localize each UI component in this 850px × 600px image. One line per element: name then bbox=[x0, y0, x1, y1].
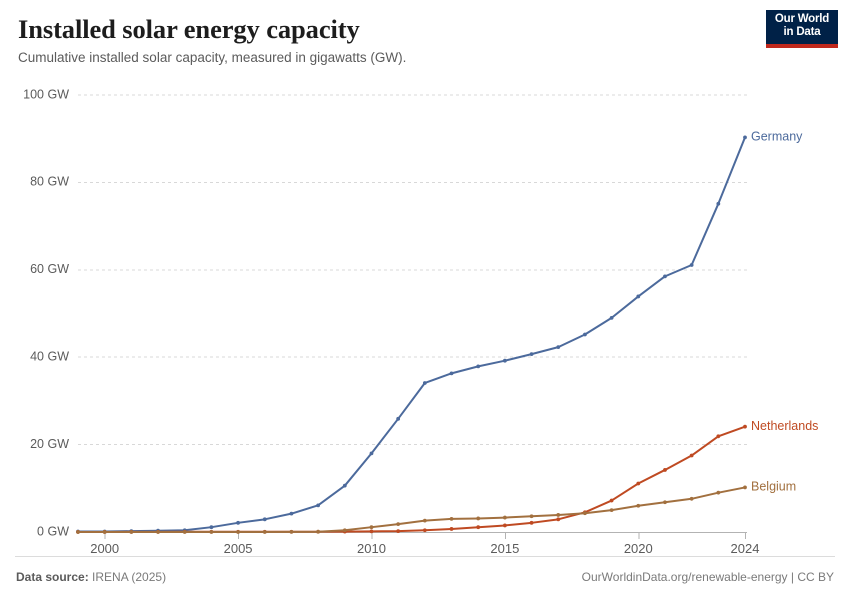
attribution-link[interactable]: OurWorldinData.org/renewable-energy | CC… bbox=[581, 570, 834, 584]
data-point-marker[interactable] bbox=[609, 498, 614, 503]
data-source-value: IRENA (2025) bbox=[88, 570, 167, 584]
data-point-marker[interactable] bbox=[689, 453, 694, 458]
data-point-marker[interactable] bbox=[76, 530, 80, 534]
data-point-marker[interactable] bbox=[716, 201, 721, 206]
y-axis-tick-label: 80 GW bbox=[30, 175, 69, 189]
data-point-marker[interactable] bbox=[609, 315, 614, 320]
data-point-marker[interactable] bbox=[236, 520, 240, 525]
chart-header: Installed solar energy capacity Cumulati… bbox=[0, 0, 850, 78]
data-point-marker[interactable] bbox=[716, 434, 721, 439]
data-point-marker[interactable] bbox=[476, 516, 481, 521]
data-point-marker[interactable] bbox=[262, 530, 267, 534]
series-end-labels: Germany Netherlands Belgium bbox=[751, 130, 818, 494]
line-chart[interactable]: 0 GW 20 GW 40 GW 60 GW 80 GW 100 GW 2000 2005 2… bbox=[0, 78, 850, 556]
logo-line-1: Our World bbox=[774, 13, 830, 25]
series-line-germany[interactable] bbox=[77, 136, 746, 533]
data-point-marker[interactable] bbox=[449, 516, 454, 521]
logo-line-2: in Data bbox=[783, 26, 821, 38]
data-point-marker[interactable] bbox=[102, 530, 107, 534]
data-point-marker[interactable] bbox=[743, 424, 747, 429]
series-label-netherlands[interactable]: Netherlands bbox=[751, 419, 818, 433]
data-point-marker[interactable] bbox=[209, 530, 214, 534]
data-point-marker[interactable] bbox=[502, 358, 507, 363]
data-point-marker[interactable] bbox=[236, 530, 240, 534]
series-line-belgium[interactable] bbox=[77, 486, 746, 533]
x-axis-tick-label: 2020 bbox=[624, 541, 653, 556]
x-axis-tick-label: 2005 bbox=[224, 541, 253, 556]
data-point-marker[interactable] bbox=[316, 529, 321, 534]
y-axis-tick-label: 0 GW bbox=[37, 524, 69, 538]
data-point-marker[interactable] bbox=[529, 352, 534, 357]
data-point-marker[interactable] bbox=[422, 528, 427, 533]
chart-footer: Data source: IRENA (2025) OurWorldinData… bbox=[0, 556, 850, 600]
data-point-marker[interactable] bbox=[636, 294, 641, 299]
data-point-marker[interactable] bbox=[583, 332, 587, 337]
data-point-marker[interactable] bbox=[689, 263, 694, 267]
data-point-marker[interactable] bbox=[689, 496, 694, 501]
data-point-marker[interactable] bbox=[529, 514, 534, 519]
data-point-marker[interactable] bbox=[342, 528, 347, 533]
data-point-marker[interactable] bbox=[289, 511, 294, 516]
data-point-marker[interactable] bbox=[396, 522, 401, 527]
data-point-marker[interactable] bbox=[316, 503, 321, 508]
data-point-marker[interactable] bbox=[156, 530, 160, 534]
data-source-label: Data source: bbox=[16, 570, 89, 584]
data-source: Data source: IRENA (2025) bbox=[16, 570, 166, 584]
x-axis-tick-label: 2015 bbox=[490, 541, 519, 556]
data-point-marker[interactable] bbox=[609, 508, 614, 513]
data-point-marker[interactable] bbox=[529, 520, 534, 525]
series-label-belgium[interactable]: Belgium bbox=[751, 480, 796, 494]
data-point-marker[interactable] bbox=[556, 345, 561, 350]
data-point-marker[interactable] bbox=[342, 483, 347, 488]
data-point-marker[interactable] bbox=[556, 513, 561, 517]
data-point-marker[interactable] bbox=[556, 517, 561, 522]
data-point-marker[interactable] bbox=[583, 511, 587, 516]
gridlines-group bbox=[78, 94, 747, 446]
chart-subtitle: Cumulative installed solar capacity, mea… bbox=[18, 50, 407, 65]
data-point-marker[interactable] bbox=[663, 468, 667, 472]
y-axis-tick-label: 100 GW bbox=[23, 87, 69, 101]
data-point-marker[interactable] bbox=[369, 451, 374, 456]
data-point-marker[interactable] bbox=[422, 381, 427, 385]
page-title: Installed solar energy capacity bbox=[18, 14, 360, 44]
data-point-marker[interactable] bbox=[502, 523, 507, 528]
data-point-marker[interactable] bbox=[449, 527, 454, 531]
data-point-marker[interactable] bbox=[636, 481, 641, 486]
data-point-marker[interactable] bbox=[262, 517, 267, 522]
y-axis-tick-label: 60 GW bbox=[30, 262, 69, 276]
data-point-marker[interactable] bbox=[129, 530, 134, 534]
data-point-marker[interactable] bbox=[636, 503, 641, 508]
series-group bbox=[76, 135, 747, 534]
data-point-marker[interactable] bbox=[396, 416, 401, 421]
data-point-marker[interactable] bbox=[716, 490, 721, 495]
y-axis-tick-label: 40 GW bbox=[30, 349, 69, 363]
data-point-marker[interactable] bbox=[182, 530, 187, 534]
x-axis-tick-label: 2010 bbox=[357, 541, 386, 556]
data-point-marker[interactable] bbox=[369, 529, 374, 534]
data-point-marker[interactable] bbox=[502, 515, 507, 520]
data-point-marker[interactable] bbox=[743, 135, 747, 140]
data-point-marker[interactable] bbox=[743, 485, 747, 490]
footer-divider bbox=[15, 556, 835, 557]
series-label-germany[interactable]: Germany bbox=[751, 130, 803, 144]
data-point-marker[interactable] bbox=[476, 525, 481, 530]
data-point-marker[interactable] bbox=[396, 529, 401, 534]
data-point-marker[interactable] bbox=[476, 364, 481, 369]
data-point-marker[interactable] bbox=[209, 525, 214, 530]
y-axis-tick-label: 20 GW bbox=[30, 437, 69, 451]
our-world-in-data-logo[interactable]: Our World in Data bbox=[766, 10, 838, 48]
data-point-marker[interactable] bbox=[289, 530, 294, 534]
x-axis: 2000 2005 2010 2015 2020 2024 bbox=[78, 532, 760, 556]
data-point-marker[interactable] bbox=[422, 518, 427, 523]
data-point-marker[interactable] bbox=[663, 274, 667, 279]
data-point-marker[interactable] bbox=[449, 371, 454, 376]
x-axis-tick-label: 2000 bbox=[90, 541, 119, 556]
data-point-marker[interactable] bbox=[663, 500, 667, 505]
series-line-netherlands[interactable] bbox=[77, 425, 746, 533]
x-axis-tick-label: 2024 bbox=[731, 541, 760, 556]
data-point-marker[interactable] bbox=[369, 525, 374, 530]
y-axis-labels: 0 GW 20 GW 40 GW 60 GW 80 GW 100 GW bbox=[23, 87, 69, 538]
